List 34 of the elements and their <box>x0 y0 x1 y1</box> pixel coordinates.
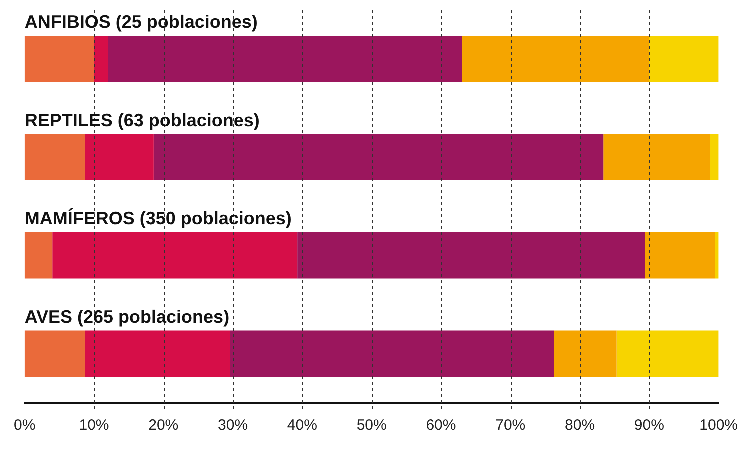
bar <box>710 134 719 180</box>
y-tick-label: MAMÍFEROS (350 poblaciones) <box>24 208 292 229</box>
bar <box>24 330 86 377</box>
bar <box>85 330 230 377</box>
x-tick-label: 90% <box>634 417 664 434</box>
bar <box>108 36 462 82</box>
y-tick-label: ANFIBIOS (25 poblaciones) <box>24 12 258 32</box>
x-tick-label: 60% <box>426 417 456 434</box>
bar <box>604 134 710 180</box>
x-tick-label: 30% <box>218 417 248 434</box>
bar <box>24 36 94 82</box>
bar <box>24 232 53 279</box>
bar <box>24 134 86 180</box>
y-tick-label: AVES (265 poblaciones) <box>24 306 230 327</box>
bar <box>554 330 617 377</box>
bar <box>462 36 650 82</box>
x-tick-label: 40% <box>287 417 318 434</box>
bar <box>649 36 719 82</box>
bar <box>94 36 108 82</box>
y-tick-label: REPTILES (63 poblaciones) <box>24 110 260 130</box>
x-tick-label: 100% <box>700 417 738 434</box>
bar <box>616 330 719 377</box>
x-tick-label: 20% <box>148 417 179 434</box>
x-tick-label: 10% <box>79 417 110 434</box>
x-tick-label: 80% <box>565 417 596 434</box>
bar <box>645 232 716 279</box>
x-tick-label: 0% <box>14 417 36 434</box>
x-tick-label: 70% <box>496 417 526 434</box>
bar <box>298 232 646 279</box>
bar <box>230 330 554 377</box>
bar <box>85 134 154 180</box>
bar <box>154 134 604 180</box>
bar <box>52 232 298 279</box>
x-tick-label: 50% <box>356 417 387 434</box>
